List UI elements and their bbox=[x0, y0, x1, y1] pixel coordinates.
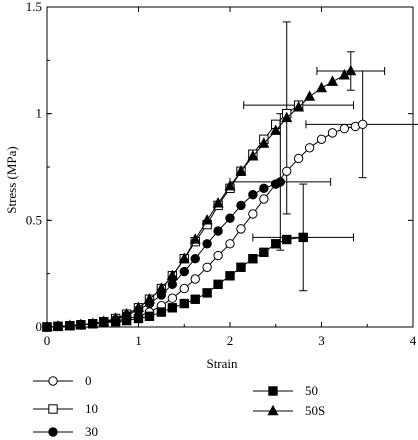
data-point-0 bbox=[357, 119, 368, 130]
legend-label-30: 30 bbox=[85, 424, 98, 439]
data-point-0 bbox=[293, 153, 304, 164]
data-point-0 bbox=[259, 194, 269, 204]
y-tick-label: 1.5 bbox=[26, 0, 42, 14]
data-point-0 bbox=[179, 283, 189, 294]
data-point-50 bbox=[271, 239, 281, 249]
data-point-50S bbox=[189, 233, 201, 244]
data-point-50S bbox=[293, 100, 305, 112]
data-point-30 bbox=[236, 200, 246, 211]
legend-item-10: 10 bbox=[33, 401, 98, 416]
legend-marker-50S bbox=[267, 404, 279, 416]
data-point-50S bbox=[326, 75, 339, 86]
data-point-0 bbox=[190, 274, 200, 284]
x-tick-label: 1 bbox=[135, 333, 142, 348]
series-50S bbox=[41, 64, 357, 332]
legend-label-0: 0 bbox=[85, 373, 92, 388]
legend-marker-50 bbox=[268, 386, 278, 396]
data-point-0 bbox=[316, 134, 327, 144]
x-tick-label: 3 bbox=[318, 333, 325, 348]
data-point-0 bbox=[339, 123, 350, 134]
data-point-50S bbox=[52, 320, 64, 331]
data-point-50S bbox=[281, 111, 293, 123]
data-point-50 bbox=[133, 313, 144, 324]
legend-marker-10 bbox=[48, 404, 58, 414]
data-point-50 bbox=[225, 271, 235, 281]
data-point-50S bbox=[270, 124, 282, 135]
data-point-50 bbox=[248, 254, 258, 264]
data-point-50 bbox=[298, 232, 308, 243]
series-line-50S bbox=[46, 70, 352, 328]
legend-marker-0 bbox=[48, 376, 58, 386]
legend-label-50: 50 bbox=[305, 383, 318, 398]
data-point-50S bbox=[110, 312, 122, 323]
y-tick-label: 0.5 bbox=[26, 212, 42, 227]
data-point-50S bbox=[212, 196, 224, 208]
data-point-50S bbox=[258, 137, 270, 148]
data-point-50S bbox=[155, 282, 167, 293]
data-point-50S bbox=[132, 301, 145, 312]
data-point-50 bbox=[144, 311, 155, 322]
data-point-0 bbox=[327, 128, 338, 138]
data-point-50S bbox=[98, 315, 110, 326]
x-tick-label: 2 bbox=[227, 333, 234, 348]
y-tick-label: 0 bbox=[36, 319, 43, 334]
data-point-50S bbox=[304, 90, 316, 101]
data-point-50 bbox=[167, 303, 178, 313]
data-point-30 bbox=[167, 279, 178, 290]
data-point-50S bbox=[64, 319, 76, 330]
data-point-0 bbox=[282, 166, 292, 176]
data-point-50S bbox=[178, 252, 190, 263]
data-point-50 bbox=[236, 262, 246, 272]
data-point-50S bbox=[87, 317, 99, 328]
legend-item-50S: 50S bbox=[253, 403, 325, 418]
x-tick-label: 0 bbox=[44, 333, 51, 348]
data-point-50S bbox=[235, 164, 247, 176]
data-point-30 bbox=[275, 177, 286, 187]
legend-marker-30 bbox=[48, 427, 58, 437]
legend-item-50: 50 bbox=[253, 383, 318, 398]
data-point-30 bbox=[259, 183, 269, 194]
data-point-0 bbox=[167, 293, 178, 303]
data-point-30 bbox=[225, 213, 235, 223]
data-point-0 bbox=[304, 143, 315, 153]
data-point-0 bbox=[202, 262, 212, 272]
data-point-30 bbox=[248, 190, 258, 200]
data-point-50S bbox=[166, 269, 178, 280]
x-axis-label: Strain bbox=[206, 356, 238, 371]
data-point-50 bbox=[179, 298, 189, 309]
data-point-30 bbox=[179, 266, 189, 277]
data-point-50S bbox=[143, 292, 156, 304]
data-point-50 bbox=[156, 307, 167, 317]
data-point-50S bbox=[121, 307, 133, 319]
legend-label-50S: 50S bbox=[305, 403, 325, 418]
data-point-0 bbox=[225, 239, 235, 249]
data-point-50 bbox=[202, 288, 212, 298]
data-point-50 bbox=[213, 279, 223, 290]
data-point-0 bbox=[248, 209, 258, 219]
x-tick-label: 4 bbox=[410, 333, 417, 348]
data-point-50S bbox=[201, 214, 213, 225]
error-bars bbox=[229, 21, 418, 292]
data-point-30 bbox=[213, 226, 223, 236]
y-tick-label: 1 bbox=[36, 106, 43, 121]
data-point-30 bbox=[202, 239, 212, 249]
legend: 0 10 30 50 50S bbox=[33, 373, 325, 439]
data-point-0 bbox=[213, 250, 223, 261]
data-point-50 bbox=[190, 294, 200, 304]
ticks: 0 1 2 3 4 0 0.5 1 1.5 bbox=[26, 0, 417, 348]
data-point-30 bbox=[190, 254, 200, 264]
data-point-50S bbox=[345, 64, 357, 76]
legend-label-10: 10 bbox=[85, 401, 98, 416]
data-point-50 bbox=[282, 234, 292, 245]
data-point-50S bbox=[247, 150, 259, 161]
y-axis-label: Stress (MPa) bbox=[4, 146, 19, 214]
data-point-50S bbox=[315, 81, 328, 93]
legend-item-0: 0 bbox=[33, 373, 92, 388]
legend-item-30: 30 bbox=[33, 424, 98, 439]
data-point-50S bbox=[75, 318, 87, 330]
data-point-50S bbox=[224, 179, 236, 191]
data-point-0 bbox=[236, 224, 246, 234]
data-point-50 bbox=[259, 247, 269, 258]
